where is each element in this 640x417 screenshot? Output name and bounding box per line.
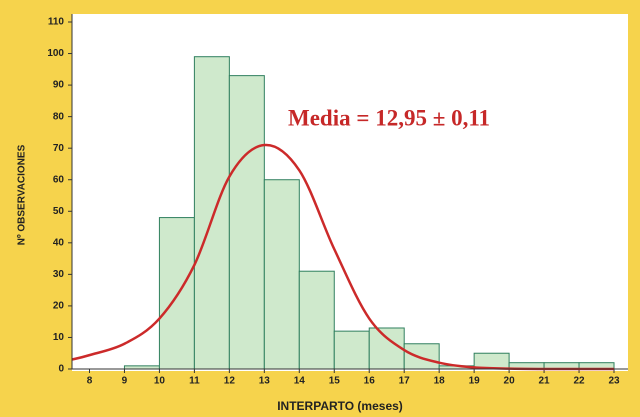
x-tick-label: 11 — [189, 376, 200, 387]
x-tick-label: 8 — [87, 376, 93, 387]
bar — [193, 56, 230, 370]
x-tick-label: 17 — [399, 376, 411, 387]
y-tick-label: 90 — [53, 80, 65, 91]
x-tick-label: 20 — [504, 376, 516, 387]
y-tick-label: 60 — [53, 174, 65, 185]
annotation: Media = 12,95 ± 0,11 — [288, 105, 490, 130]
x-tick-label: 14 — [294, 376, 306, 387]
y-tick-label: 0 — [58, 364, 64, 375]
bar — [228, 75, 265, 370]
bar — [263, 179, 300, 370]
y-tick-label: 40 — [53, 237, 65, 248]
x-tick-label: 23 — [608, 376, 620, 387]
bar — [368, 327, 405, 370]
bar — [333, 330, 370, 370]
y-tick-label: 30 — [53, 269, 65, 280]
y-tick-label: 110 — [48, 17, 65, 28]
x-tick-label: 15 — [329, 376, 341, 387]
x-tick-label: 22 — [573, 376, 585, 387]
y-axis-label: Nº OBSERVACIONES — [17, 144, 28, 245]
y-tick-label: 10 — [53, 332, 65, 343]
y-tick-label: 100 — [47, 48, 64, 59]
x-axis-label: INTERPARTO (meses) — [277, 399, 403, 413]
plot-area — [72, 14, 628, 371]
x-tick-label: 9 — [122, 376, 128, 387]
x-tick-label: 18 — [434, 376, 446, 387]
x-tick-label: 13 — [259, 376, 271, 387]
x-tick-label: 16 — [364, 376, 376, 387]
y-tick-label: 50 — [53, 206, 65, 217]
bar — [298, 270, 335, 370]
y-tick-label: 20 — [53, 301, 65, 312]
bar — [403, 343, 440, 370]
bar — [158, 217, 195, 370]
y-tick-label: 70 — [53, 143, 65, 154]
x-tick-label: 12 — [224, 376, 236, 387]
y-tick-label: 80 — [53, 111, 65, 122]
x-tick-label: 21 — [539, 376, 551, 387]
x-tick-label: 19 — [469, 376, 481, 387]
x-tick-label: 10 — [154, 376, 166, 387]
